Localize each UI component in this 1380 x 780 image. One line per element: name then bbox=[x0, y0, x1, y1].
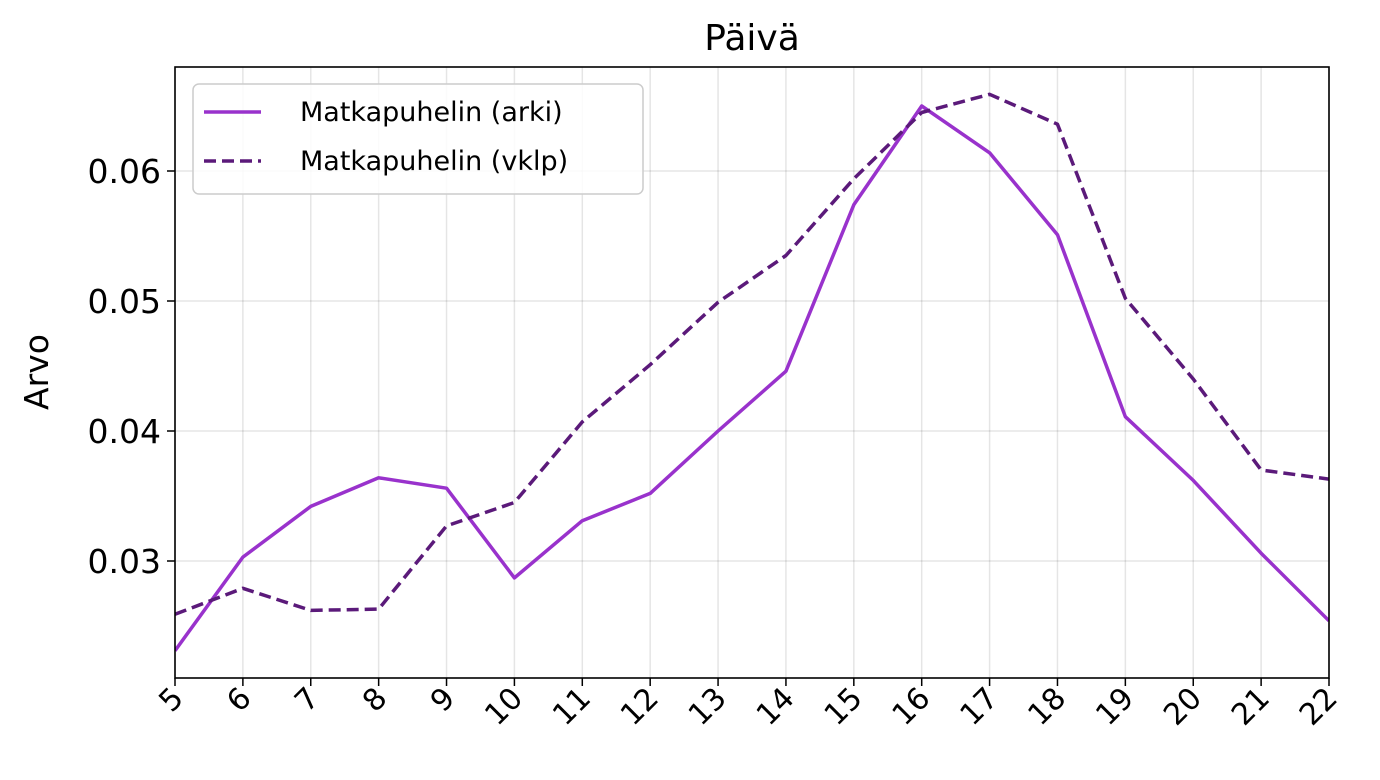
y-axis: 0.03 0.04 0.05 0.06 bbox=[88, 152, 175, 581]
legend-label-arki: Matkapuhelin (arki) bbox=[300, 97, 563, 128]
y-axis-label: Arvo bbox=[17, 334, 56, 410]
plot-frame bbox=[174, 66, 1330, 679]
y-tick-label: 0.06 bbox=[88, 152, 161, 191]
y-tick-label: 0.05 bbox=[88, 282, 161, 321]
series-layer bbox=[175, 92, 1329, 652]
y-tick-label: 0.03 bbox=[88, 542, 161, 581]
chart-title: Päivä bbox=[704, 18, 800, 59]
series-line-arki bbox=[175, 104, 1329, 652]
legend: Matkapuhelin (arki) Matkapuhelin (vklp) bbox=[192, 83, 644, 195]
series-line-vklp bbox=[175, 92, 1329, 616]
y-tick-label: 0.04 bbox=[88, 412, 161, 451]
legend-box bbox=[192, 83, 644, 195]
legend-label-vklp: Matkapuhelin (vklp) bbox=[300, 146, 568, 177]
